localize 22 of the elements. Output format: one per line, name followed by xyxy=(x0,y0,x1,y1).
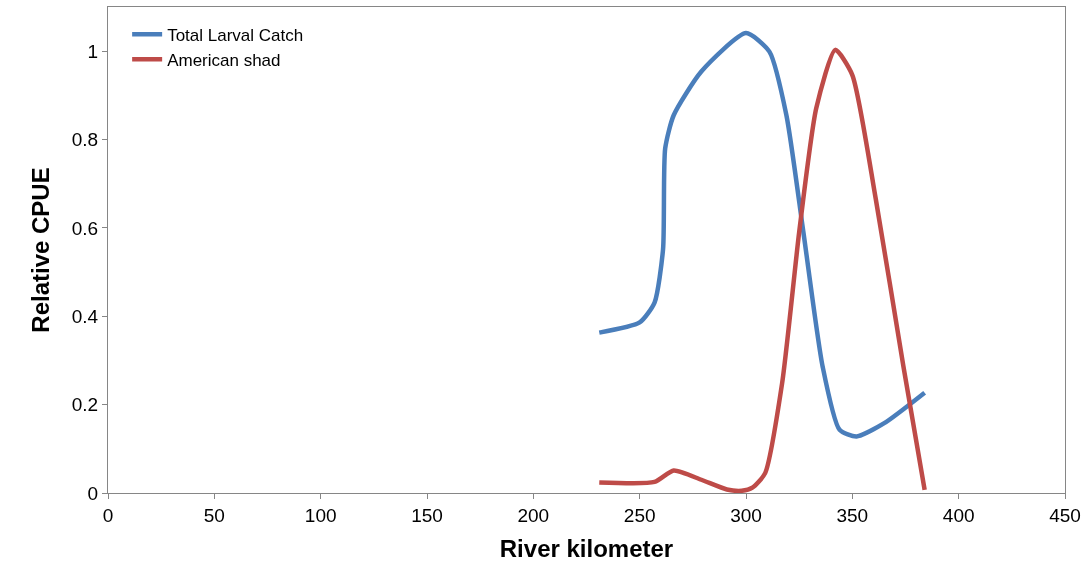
x-tick-label: 300 xyxy=(730,504,762,526)
x-tick-label: 100 xyxy=(304,504,337,526)
y-tick-label: 0.8 xyxy=(71,129,99,151)
y-tick-label: 1 xyxy=(87,40,99,62)
x-tick-label: 250 xyxy=(623,504,656,526)
y-tick-label: 0.2 xyxy=(71,394,99,416)
x-tick-label: 400 xyxy=(942,504,975,526)
line-series xyxy=(597,47,927,493)
x-tick-label: 450 xyxy=(1049,504,1081,526)
x-axis-title: River kilometer xyxy=(499,535,674,563)
x-tick-label: 50 xyxy=(203,504,225,526)
line-series xyxy=(597,30,927,439)
x-tick-label: 150 xyxy=(411,504,443,526)
x-tick-label: 200 xyxy=(517,504,550,526)
y-tick-label: 0.6 xyxy=(71,217,99,239)
y-axis-title: Relative CPUE xyxy=(26,167,54,333)
x-tick-label: 350 xyxy=(836,504,869,526)
y-tick-label: 0.4 xyxy=(71,305,99,327)
y-tick-label: 0 xyxy=(87,482,99,504)
legend-label: American shad xyxy=(167,51,281,70)
x-tick-label: 0 xyxy=(102,504,114,526)
legend-label: Total Larval Catch xyxy=(167,25,304,45)
